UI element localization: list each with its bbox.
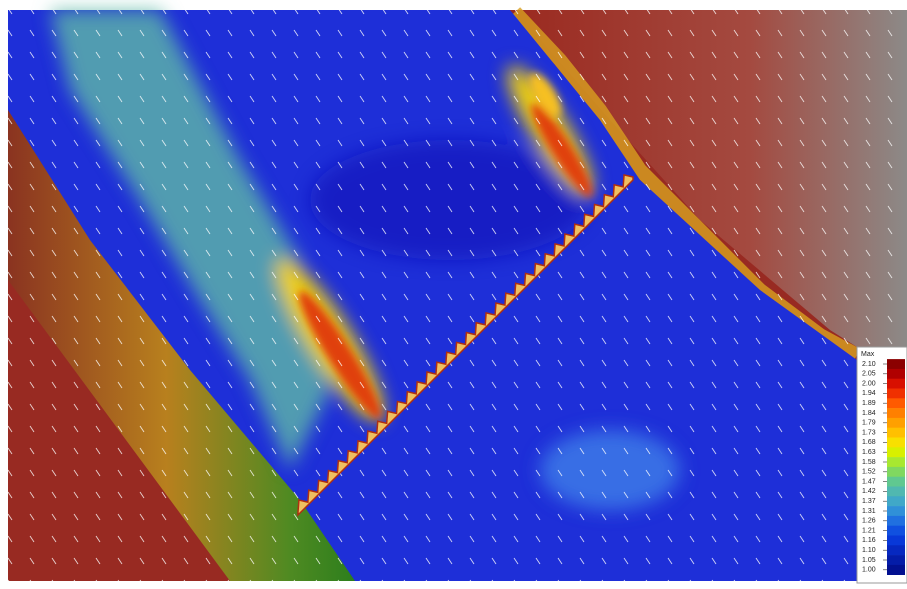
legend-swatch (887, 369, 905, 379)
legend-label: 1.79 (862, 420, 876, 427)
legend-swatch (887, 526, 905, 536)
legend-swatch (887, 487, 905, 497)
legend-swatch (887, 379, 905, 389)
legend-label: 1.26 (862, 518, 876, 525)
legend-swatch (887, 477, 905, 487)
velocity-vectors (8, 10, 907, 581)
simulation-view: Max 2.10 2.05 2.00 1.94 1.89 1.84 1.79 1.73 1.68… (0, 0, 907, 589)
legend-label: 1.05 (862, 557, 876, 564)
legend-swatch (887, 447, 905, 457)
legend-label: 1.00 (862, 567, 876, 574)
legend-swatch (887, 536, 905, 546)
legend-swatch (887, 389, 905, 399)
legend-swatch (887, 565, 905, 575)
legend-label: 2.00 (862, 380, 876, 387)
legend-swatch (887, 516, 905, 526)
legend: Max 2.10 2.05 2.00 1.94 1.89 1.84 1.79 1.73 1.68… (857, 347, 907, 583)
legend-swatch (887, 359, 905, 369)
legend-label: 1.94 (862, 390, 876, 397)
map-area (8, 10, 907, 581)
legend-label: 1.37 (862, 498, 876, 505)
legend-title: Max (861, 351, 875, 358)
legend-label: 1.52 (862, 469, 876, 476)
legend-label: 1.68 (862, 439, 876, 446)
legend-label: 2.05 (862, 371, 876, 378)
legend-swatch (887, 398, 905, 408)
legend-label: 1.84 (862, 410, 876, 417)
legend-label: 1.73 (862, 429, 876, 436)
legend-swatch (887, 408, 905, 418)
legend-swatch (887, 506, 905, 516)
legend-label: 2.10 (862, 361, 876, 368)
legend-swatch (887, 467, 905, 477)
legend-swatch (887, 457, 905, 467)
legend-label: 1.42 (862, 488, 876, 495)
legend-label: 1.16 (862, 537, 876, 544)
legend-label: 1.58 (862, 459, 876, 466)
legend-label: 1.63 (862, 449, 876, 456)
legend-label: 1.10 (862, 547, 876, 554)
legend-label: 1.47 (862, 478, 876, 485)
legend-label: 1.21 (862, 527, 876, 534)
legend-swatch (887, 496, 905, 506)
legend-swatch (887, 545, 905, 555)
legend-swatch (887, 438, 905, 448)
legend-label: 1.31 (862, 508, 876, 515)
legend-label: 1.89 (862, 400, 876, 407)
legend-swatch (887, 428, 905, 438)
legend-swatch (887, 555, 905, 565)
legend-swatch (887, 418, 905, 428)
